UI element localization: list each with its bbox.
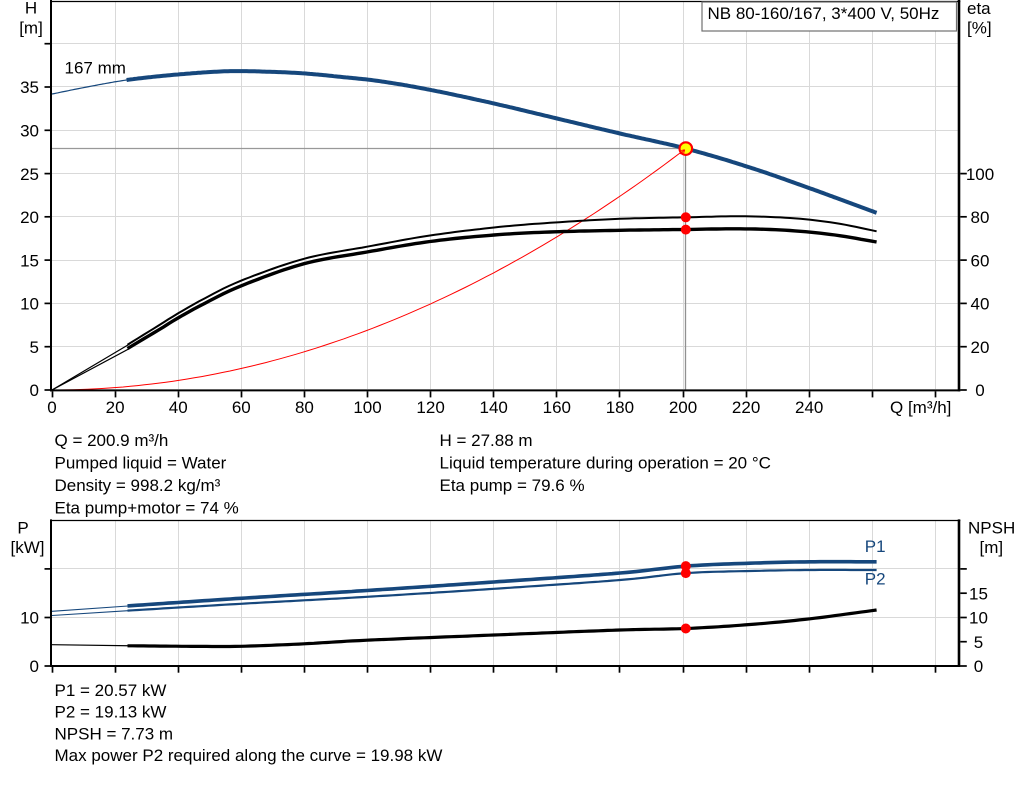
svg-text:35: 35: [20, 78, 39, 97]
svg-text:Eta pump = 79.6 %: Eta pump = 79.6 %: [440, 476, 585, 495]
svg-text:10: 10: [20, 295, 39, 314]
svg-text:80: 80: [295, 398, 314, 417]
svg-text:100: 100: [353, 398, 381, 417]
svg-text:40: 40: [169, 398, 188, 417]
svg-text:15: 15: [969, 584, 988, 603]
svg-text:[%]: [%]: [967, 19, 992, 38]
svg-text:40: 40: [971, 295, 990, 314]
svg-text:[kW]: [kW]: [11, 538, 45, 557]
svg-text:Q [m³/h]: Q [m³/h]: [890, 398, 951, 417]
svg-text:P1: P1: [865, 537, 886, 556]
svg-text:P2 = 19.13 kW: P2 = 19.13 kW: [55, 703, 167, 722]
svg-text:H = 27.88 m: H = 27.88 m: [440, 431, 533, 450]
svg-text:167 mm: 167 mm: [65, 59, 126, 78]
svg-text:20: 20: [971, 338, 990, 357]
svg-text:25: 25: [20, 165, 39, 184]
svg-text:200: 200: [669, 398, 697, 417]
svg-text:Liquid temperature during oper: Liquid temperature during operation = 20…: [440, 454, 771, 473]
svg-text:60: 60: [232, 398, 251, 417]
svg-text:60: 60: [971, 251, 990, 270]
svg-text:0: 0: [47, 398, 56, 417]
svg-text:eta: eta: [967, 0, 991, 18]
svg-text:20: 20: [20, 208, 39, 227]
svg-text:Max power P2 required along th: Max power P2 required along the curve = …: [55, 746, 443, 765]
svg-text:120: 120: [416, 398, 444, 417]
svg-text:180: 180: [606, 398, 634, 417]
svg-text:Density = 998.2 kg/m³: Density = 998.2 kg/m³: [55, 476, 221, 495]
svg-text:[m]: [m]: [980, 538, 1004, 557]
svg-text:5: 5: [974, 633, 983, 652]
svg-text:Q = 200.9 m³/h: Q = 200.9 m³/h: [55, 431, 169, 450]
svg-text:5: 5: [30, 338, 39, 357]
svg-text:160: 160: [543, 398, 571, 417]
svg-text:100: 100: [966, 165, 994, 184]
svg-text:NPSH: NPSH: [968, 518, 1015, 537]
svg-text:Eta pump+motor = 74 %: Eta pump+motor = 74 %: [55, 499, 239, 518]
svg-text:[m]: [m]: [19, 19, 43, 38]
svg-text:P1 = 20.57 kW: P1 = 20.57 kW: [55, 681, 167, 700]
svg-text:220: 220: [732, 398, 760, 417]
svg-text:NB 80-160/167, 3*400 V, 50Hz: NB 80-160/167, 3*400 V, 50Hz: [708, 4, 940, 23]
svg-text:20: 20: [106, 398, 125, 417]
svg-text:NPSH = 7.73 m: NPSH = 7.73 m: [55, 724, 174, 743]
svg-text:10: 10: [969, 609, 988, 628]
svg-text:P: P: [17, 518, 28, 537]
svg-text:H: H: [25, 0, 37, 18]
svg-text:0: 0: [975, 381, 984, 400]
svg-text:30: 30: [20, 122, 39, 141]
svg-text:15: 15: [20, 251, 39, 270]
svg-text:240: 240: [795, 398, 823, 417]
svg-text:80: 80: [971, 208, 990, 227]
svg-text:P2: P2: [865, 570, 886, 589]
svg-text:0: 0: [30, 381, 39, 400]
svg-text:0: 0: [974, 657, 983, 676]
svg-text:0: 0: [30, 657, 39, 676]
svg-text:Pumped liquid = Water: Pumped liquid = Water: [55, 454, 227, 473]
svg-text:140: 140: [480, 398, 508, 417]
svg-text:10: 10: [20, 609, 39, 628]
